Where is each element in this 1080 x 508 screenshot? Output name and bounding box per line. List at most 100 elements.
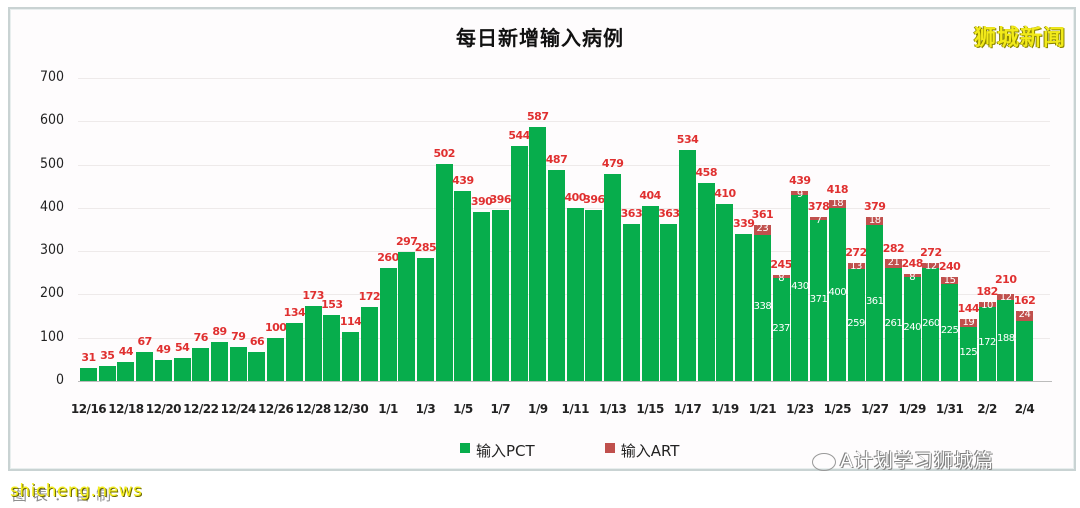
art-label: 9 bbox=[796, 188, 803, 200]
bar-segment-pct bbox=[604, 173, 622, 381]
total-label: 502 bbox=[433, 146, 455, 160]
y-tick-label: 300 bbox=[39, 242, 64, 259]
art-label: 8 bbox=[778, 272, 785, 284]
total-label: 162 bbox=[1013, 293, 1036, 307]
bar bbox=[716, 203, 734, 381]
bar bbox=[510, 145, 528, 381]
total-label: 144 bbox=[957, 301, 980, 315]
chart-title: 每日新增输入病例 bbox=[456, 26, 624, 50]
brand-logo: 狮城新闻 bbox=[973, 26, 1066, 51]
bar-segment-pct bbox=[285, 322, 303, 381]
bar-segment-pct bbox=[173, 357, 191, 381]
total-label: 396 bbox=[489, 192, 512, 206]
bar bbox=[267, 337, 285, 381]
art-label: 24 bbox=[1018, 308, 1031, 320]
art-label: 18 bbox=[831, 198, 844, 210]
bar-segment-pct bbox=[154, 359, 172, 381]
bar-segment-pct bbox=[922, 268, 940, 381]
bar bbox=[566, 207, 584, 381]
bar-segment-pct bbox=[548, 170, 565, 381]
bar bbox=[548, 170, 565, 381]
bar-segment-pct bbox=[660, 223, 678, 381]
total-label: 379 bbox=[864, 199, 886, 213]
bar bbox=[828, 200, 846, 381]
total-label: 272 bbox=[920, 246, 942, 260]
total-label: 458 bbox=[695, 165, 718, 179]
art-label: 18 bbox=[868, 214, 881, 226]
pct-label: 125 bbox=[959, 346, 978, 358]
bar bbox=[922, 263, 940, 381]
total-label: 363 bbox=[620, 206, 643, 220]
bar bbox=[847, 263, 865, 381]
total-label: 587 bbox=[527, 109, 549, 123]
bar bbox=[660, 223, 678, 381]
x-tick-label: 2/2 bbox=[977, 402, 997, 416]
bar bbox=[884, 258, 902, 381]
bar-segment-pct bbox=[884, 268, 902, 381]
bar-segment-art bbox=[959, 318, 977, 327]
art-label: 12 bbox=[999, 292, 1012, 304]
total-label: 100 bbox=[264, 320, 287, 334]
bar-segment-pct bbox=[978, 306, 996, 381]
bar bbox=[154, 359, 172, 381]
bar bbox=[454, 190, 472, 381]
pct-label: 371 bbox=[809, 293, 828, 305]
total-label: 479 bbox=[601, 156, 624, 170]
total-label: 76 bbox=[193, 331, 209, 345]
total-label: 487 bbox=[545, 153, 568, 167]
bar-segment-pct bbox=[810, 220, 828, 381]
y-tick-label: 200 bbox=[39, 285, 64, 302]
art-label: 7 bbox=[815, 215, 822, 227]
x-tick-label: 1/1 bbox=[378, 402, 398, 416]
total-label: 361 bbox=[751, 207, 774, 221]
bar-segment-pct bbox=[529, 126, 547, 381]
bar bbox=[304, 306, 322, 381]
legend-label-pct: 输入PCT bbox=[476, 442, 535, 460]
bar-segment-pct bbox=[716, 203, 734, 381]
bar-segment-pct bbox=[622, 223, 640, 381]
art-label: 10 bbox=[981, 300, 993, 312]
bar bbox=[978, 302, 996, 381]
total-label: 410 bbox=[714, 186, 736, 200]
bar-segment-pct bbox=[791, 194, 809, 381]
bar-segment-art bbox=[903, 273, 921, 278]
bar-segment-pct bbox=[136, 351, 154, 381]
pct-label: 260 bbox=[922, 317, 940, 329]
bar-segment-pct bbox=[192, 348, 210, 381]
bar-segment-pct bbox=[828, 207, 846, 381]
bar bbox=[810, 217, 828, 381]
bar-segment-art bbox=[978, 302, 996, 307]
pct-label: 172 bbox=[978, 336, 996, 348]
y-tick-label: 700 bbox=[39, 69, 64, 85]
bar-segment-art bbox=[828, 200, 846, 208]
y-tick-label: 600 bbox=[39, 112, 64, 129]
art-label: 19 bbox=[962, 316, 975, 328]
total-label: 339 bbox=[732, 217, 755, 231]
bar-segment-pct bbox=[379, 268, 397, 381]
bar-segment-pct bbox=[697, 182, 715, 381]
bar bbox=[735, 234, 753, 381]
x-tick-label: 1/13 bbox=[598, 402, 627, 416]
bar bbox=[529, 126, 547, 381]
legend-swatch-pct bbox=[460, 442, 470, 453]
x-tick-label: 12/22 bbox=[183, 402, 219, 416]
bar bbox=[473, 212, 491, 381]
legend: 输入PCT 输入ART bbox=[460, 440, 679, 461]
total-label: 534 bbox=[676, 132, 699, 146]
x-tick-label: 1/17 bbox=[673, 402, 702, 416]
pct-label: 225 bbox=[940, 325, 959, 337]
x-tick-label: 12/26 bbox=[258, 402, 294, 416]
total-label: 260 bbox=[377, 251, 399, 265]
bar bbox=[379, 268, 397, 381]
bar-segment-pct bbox=[360, 306, 378, 381]
x-tick-label: 1/29 bbox=[898, 402, 926, 416]
bar bbox=[1016, 310, 1033, 381]
total-label: 114 bbox=[339, 314, 362, 328]
art-label: 13 bbox=[850, 261, 862, 273]
pct-label: 240 bbox=[903, 322, 921, 334]
bar-segment-pct bbox=[735, 234, 753, 381]
total-label: 54 bbox=[174, 340, 190, 354]
total-label: 240 bbox=[938, 260, 961, 274]
bar bbox=[753, 224, 771, 381]
bar bbox=[641, 206, 659, 381]
